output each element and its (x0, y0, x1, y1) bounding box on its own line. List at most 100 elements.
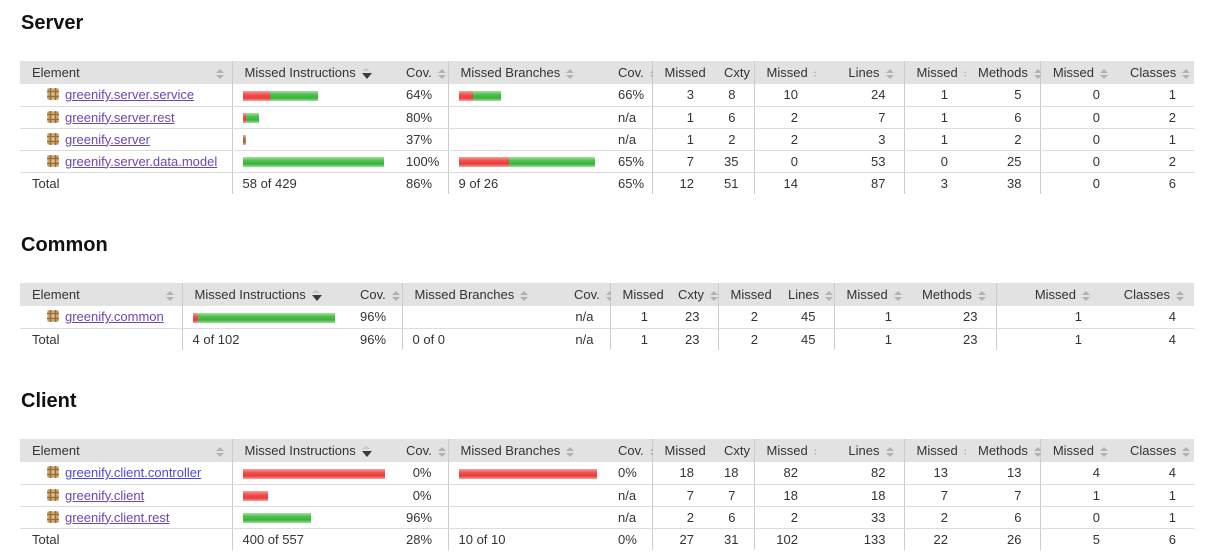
column-header-cov--4[interactable]: Cov. (562, 283, 614, 306)
column-header-missed-7[interactable]: Missed (753, 61, 822, 84)
package-link[interactable]: greenify.server (65, 131, 151, 147)
package-link[interactable]: greenify.server.service (65, 87, 195, 103)
total-counter-cell: 0 (1039, 172, 1118, 194)
total-counter-cell: 14 (753, 172, 816, 194)
counter-cell: 2 (903, 506, 966, 529)
package-link[interactable]: greenify.server.rest (65, 109, 175, 125)
package-link[interactable]: greenify.client (65, 487, 145, 503)
sort-up-arrow (885, 68, 894, 73)
package-link[interactable]: greenify.client.controller (65, 465, 202, 481)
column-header-cov--2[interactable]: Cov. (394, 61, 448, 84)
covered-bar-segment (508, 157, 595, 168)
missed-branches-bar-cell (401, 306, 562, 329)
column-header-missed-instructions-1[interactable]: Missed Instructions (181, 283, 348, 306)
sort-icon (885, 446, 894, 457)
column-header-label: Element (32, 287, 80, 302)
column-header-label: Methods (978, 443, 1028, 458)
column-header-missed-11[interactable]: Missed (1039, 439, 1118, 462)
package-link[interactable]: greenify.common (65, 309, 164, 325)
column-header-cov--4[interactable]: Cov. (606, 61, 658, 84)
branches-coverage-cell: n/a (606, 128, 652, 151)
column-header-classes-12[interactable]: Classes (1100, 283, 1194, 306)
column-header-missed-9[interactable]: Missed (903, 61, 972, 84)
column-header-classes-12[interactable]: Classes (1118, 439, 1194, 462)
column-header-cov--2[interactable]: Cov. (394, 439, 448, 462)
counter-cell: 7 (651, 150, 712, 173)
column-header-label: Missed Branches (414, 287, 515, 302)
sort-icon-active (361, 68, 372, 80)
coverage-bar (242, 491, 268, 502)
package-link[interactable]: greenify.client.rest (65, 509, 170, 525)
column-header-missed-5[interactable]: Missed (651, 439, 720, 462)
sort-up-arrow (437, 446, 446, 451)
column-header-lines-8[interactable]: Lines (776, 283, 834, 306)
missed-bar-segment (242, 468, 385, 479)
sort-icon (1100, 446, 1108, 457)
column-header-missed-5[interactable]: Missed (651, 61, 720, 84)
column-header-label: Missed Branches (460, 443, 561, 458)
counter-cell: 0 (1039, 128, 1118, 151)
sort-up-arrow (311, 290, 320, 294)
covered-bar-segment (472, 90, 501, 101)
column-header-methods-10[interactable]: Methods (966, 61, 1042, 84)
column-header-missed-9[interactable]: Missed (833, 283, 910, 306)
column-header-methods-10[interactable]: Methods (910, 283, 996, 306)
column-header-missed-branches-3[interactable]: Missed Branches (401, 283, 562, 306)
column-header-cov--4[interactable]: Cov. (606, 439, 658, 462)
element-cell: greenify.client.rest (20, 506, 232, 529)
column-header-lines-8[interactable]: Lines (816, 61, 904, 84)
instructions-coverage-cell: 0% (394, 462, 448, 485)
column-header-missed-7[interactable]: Missed (717, 283, 786, 306)
sort-up-arrow (361, 68, 370, 72)
column-header-missed-branches-3[interactable]: Missed Branches (447, 439, 606, 462)
column-header-cov--2[interactable]: Cov. (348, 283, 402, 306)
column-header-missed-7[interactable]: Missed (753, 439, 822, 462)
sort-up-arrow (566, 446, 575, 451)
package-link[interactable]: greenify.server.data.model (65, 153, 218, 169)
column-header-cxty-6[interactable]: Cxty (712, 439, 764, 462)
column-header-missed-instructions-1[interactable]: Missed Instructions (231, 61, 394, 84)
branches-coverage-cell: n/a (606, 106, 652, 129)
sort-icon (1176, 290, 1184, 301)
column-header-element-0[interactable]: Element (20, 283, 182, 306)
column-header-label: Cov. (360, 287, 386, 302)
total-row: Total 58 of 429 86% 9 of 26 65% 12 51 14 87 3 38 0 6 (20, 172, 1194, 194)
counter-cell: 7 (966, 484, 1040, 507)
covered-bar-segment (242, 157, 384, 168)
table-row: greenify.server.rest 80% n/a 1 6 2 7 1 6 0 2 (20, 106, 1194, 129)
sort-down-arrow (215, 453, 224, 457)
column-header-label: Lines (788, 287, 820, 302)
column-header-missed-instructions-1[interactable]: Missed Instructions (231, 439, 394, 462)
column-header-missed-11[interactable]: Missed (1039, 61, 1118, 84)
sort-up-arrow (1182, 68, 1191, 73)
counter-cell: 1 (833, 306, 910, 329)
column-header-label: Missed (730, 287, 772, 302)
column-header-missed-branches-3[interactable]: Missed Branches (447, 61, 606, 84)
sort-up-arrow (977, 290, 986, 295)
total-counter-cell: 38 (1007, 175, 1022, 191)
column-header-missed-9[interactable]: Missed (903, 439, 972, 462)
column-header-methods-10[interactable]: Methods (966, 439, 1042, 462)
sort-icon (437, 68, 446, 79)
total-counter-cell: 4 (1168, 331, 1176, 347)
counter-cell: 18 (712, 462, 754, 485)
column-header-element-0[interactable]: Element (20, 439, 232, 462)
total-counter-cell: 87 (871, 175, 886, 191)
column-header-cxty-6[interactable]: Cxty (666, 283, 718, 306)
column-header-element-0[interactable]: Element (20, 61, 232, 84)
counter-cell: 1 (651, 106, 712, 129)
package-icon (47, 310, 59, 323)
total-instructions-coverage-cell: 86% (406, 175, 433, 191)
column-header-missed-11[interactable]: Missed (995, 283, 1100, 306)
counter-cell: 6 (966, 506, 1040, 529)
column-header-label: Cov. (574, 287, 600, 302)
sort-down-arrow (566, 74, 575, 79)
column-header-classes-12[interactable]: Classes (1118, 61, 1194, 84)
column-header-missed-5[interactable]: Missed (609, 283, 678, 306)
column-header-label: Methods (978, 65, 1028, 80)
column-header-label: Missed (664, 443, 706, 458)
column-header-cxty-6[interactable]: Cxty (712, 61, 764, 84)
coverage-bar (242, 135, 246, 146)
column-header-lines-8[interactable]: Lines (816, 439, 904, 462)
branches-coverage-cell: n/a (606, 506, 652, 529)
